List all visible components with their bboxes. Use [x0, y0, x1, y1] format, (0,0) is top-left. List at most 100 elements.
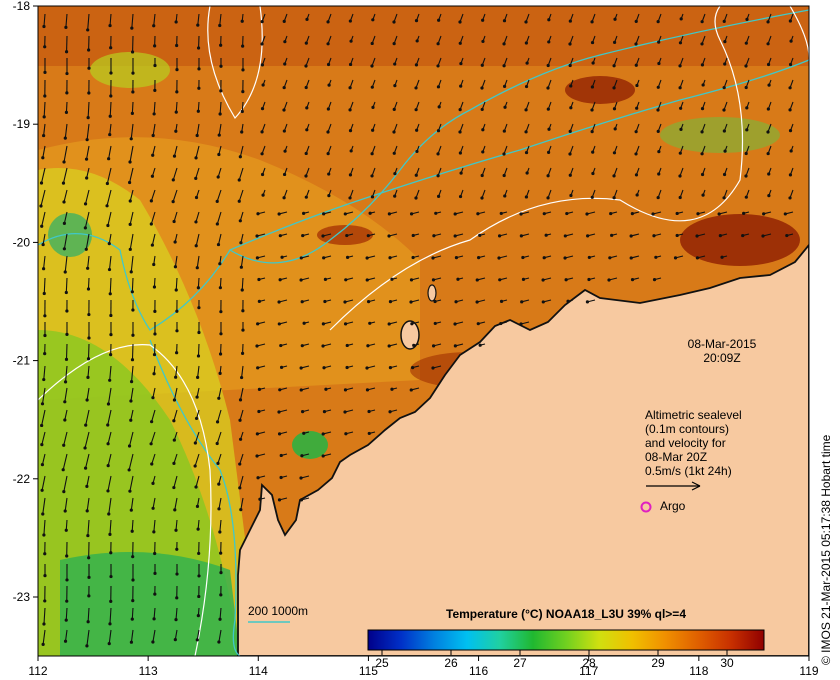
velocity-vector-head	[131, 599, 135, 603]
velocity-vector-head	[62, 247, 66, 251]
velocity-vector-head	[634, 42, 638, 46]
sealevel-contour	[38, 344, 212, 656]
velocity-vector-head	[109, 313, 113, 318]
velocity-vector-head	[343, 410, 347, 414]
velocity-vector-head	[431, 344, 436, 348]
velocity-vector-head	[129, 137, 133, 141]
velocity-vector-head	[436, 174, 440, 178]
velocity-vector-head	[305, 128, 309, 132]
velocity-vector-head	[701, 83, 705, 87]
velocity-vector-head	[109, 574, 113, 579]
velocity-vector-head	[131, 71, 135, 75]
velocity-vector-head	[299, 366, 303, 370]
velocity-vector-head	[629, 234, 633, 238]
velocity-vector	[241, 277, 244, 291]
sst-cool-patch	[60, 552, 240, 656]
velocity-vector-head	[194, 244, 198, 248]
velocity-vector-head	[476, 212, 480, 216]
velocity-vector-head	[87, 594, 91, 598]
legend-line: and velocity for	[645, 436, 726, 450]
velocity-vector	[195, 233, 200, 246]
velocity-vector	[174, 497, 178, 510]
velocity-vector-head	[327, 172, 331, 176]
velocity-vector-head	[129, 508, 133, 512]
velocity-vector	[65, 365, 68, 382]
velocity-vector	[239, 409, 244, 421]
latitude-tick-label: -23	[13, 590, 31, 604]
velocity-vector-head	[766, 151, 770, 156]
velocity-vector-head	[197, 551, 201, 556]
velocity-vector-head	[454, 300, 458, 304]
velocity-vector-head	[409, 300, 413, 304]
velocity-vector	[109, 365, 112, 381]
latitude-tick-label: -22	[13, 472, 31, 486]
velocity-vector	[86, 387, 90, 401]
velocity-vector-head	[106, 223, 110, 228]
velocity-vector-head	[174, 618, 178, 622]
velocity-vector	[65, 343, 68, 360]
velocity-vector-head	[240, 351, 245, 356]
velocity-vector-head	[766, 62, 771, 67]
velocity-vector	[219, 277, 222, 288]
velocity-vector-head	[107, 642, 111, 646]
velocity-vector-head	[153, 332, 157, 336]
velocity-vector-head	[239, 508, 243, 512]
velocity-vector-head	[477, 255, 481, 260]
velocity-vector	[239, 387, 244, 400]
velocity-vector-head	[256, 366, 260, 370]
velocity-vector-head	[433, 321, 437, 326]
velocity-vector-head	[348, 129, 353, 133]
velocity-vector	[194, 453, 200, 467]
velocity-vector	[107, 211, 112, 226]
velocity-vector	[216, 189, 222, 202]
velocity-vector	[64, 255, 68, 273]
velocity-vector-head	[279, 365, 284, 369]
velocity-vector	[173, 475, 178, 488]
velocity-vector-head	[106, 464, 110, 468]
velocity-vector-head	[196, 109, 200, 113]
velocity-vector-head	[742, 211, 746, 215]
velocity-vector	[197, 277, 200, 288]
velocity-vector-head	[261, 83, 265, 87]
velocity-vector-head	[217, 133, 221, 137]
legend-line: (0.1m contours)	[645, 422, 730, 436]
velocity-vector-head	[86, 116, 90, 120]
velocity-vector-head	[607, 278, 611, 282]
velocity-vector	[217, 409, 222, 423]
latitude-tick-label: -18	[13, 0, 31, 13]
velocity-vector-head	[371, 105, 375, 109]
velocity-vector-head	[257, 409, 261, 414]
velocity-vector-head	[788, 196, 792, 200]
velocity-vector-head	[105, 181, 109, 186]
velocity-vector	[87, 365, 90, 378]
velocity-vector-head	[324, 387, 328, 391]
velocity-vector	[173, 409, 178, 421]
velocity-vector-head	[300, 300, 304, 304]
velocity-vector-head	[64, 618, 68, 622]
velocity-vector-head	[255, 432, 259, 436]
velocity-vector-head	[175, 351, 179, 355]
velocity-vector-head	[370, 41, 374, 46]
velocity-vector-head	[304, 195, 308, 199]
velocity-vector-head	[153, 88, 157, 92]
velocity-vector	[108, 255, 112, 270]
velocity-vector-head	[586, 234, 590, 238]
velocity-vector-head	[299, 388, 303, 392]
velocity-vector-head	[85, 138, 89, 142]
velocity-vector-head	[149, 442, 153, 446]
velocity-vector-head	[608, 256, 612, 260]
velocity-vector-head	[304, 151, 308, 156]
velocity-vector-head	[788, 108, 792, 112]
velocity-vector	[87, 519, 90, 536]
velocity-vector-head	[62, 200, 66, 204]
velocity-vector-head	[83, 226, 87, 230]
velocity-vector	[216, 431, 222, 444]
longitude-tick-label: 119	[799, 664, 818, 678]
velocity-vector-head	[546, 63, 550, 68]
velocity-vector	[219, 13, 222, 26]
velocity-vector-head	[656, 195, 660, 200]
velocity-vector-head	[130, 617, 134, 621]
velocity-vector	[130, 497, 134, 511]
velocity-vector-head	[635, 193, 639, 197]
velocity-vector-head	[480, 196, 484, 200]
